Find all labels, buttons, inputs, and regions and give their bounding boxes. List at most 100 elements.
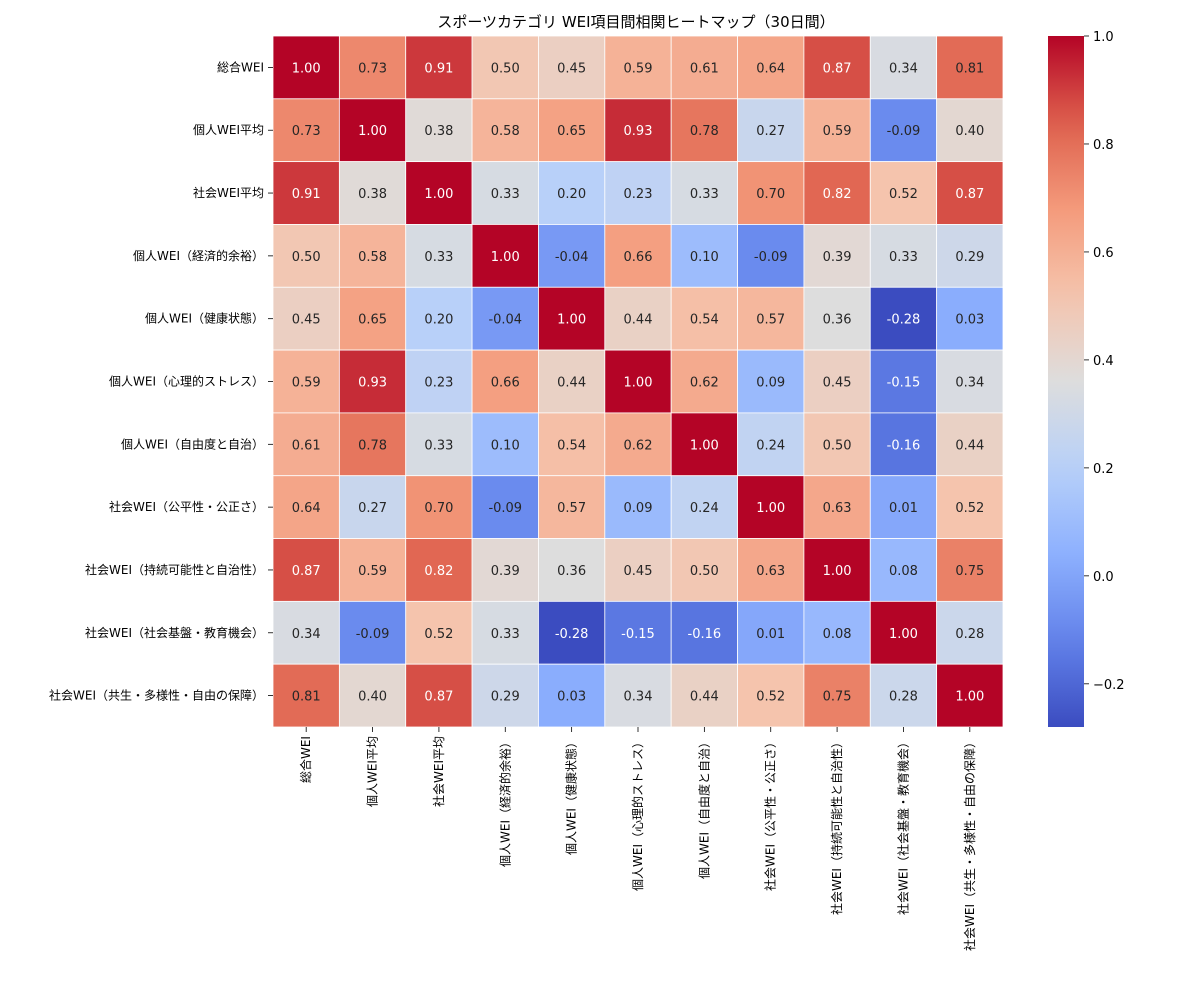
cell-value-label: 0.50 [690,564,719,579]
cell-value-label: 0.28 [889,690,918,705]
colorbar-tick-label: 0.0 [1093,570,1114,585]
cell-value-label: 1.00 [424,187,453,202]
cell-value-label: 0.82 [424,564,453,579]
heatmap-cell [869,224,938,288]
cell-value-label: 0.29 [491,690,520,705]
heatmap-cell [272,98,340,163]
cell-value-label: 0.45 [823,376,852,391]
x-tick-label: 社会WEI（社会基盤・教育機会） [895,736,910,915]
x-tick-label: 社会WEI（公平性・公正さ） [763,736,778,891]
heatmap-cell [670,412,738,477]
cell-value-label: 0.52 [756,690,785,705]
cell-value-label: 0.52 [424,627,453,642]
cell-value-label: 0.44 [690,690,719,705]
cell-value-label: 1.00 [557,313,586,328]
x-tick-label: 個人WEI（健康状態） [564,736,579,855]
heatmap-cell [869,663,938,728]
heatmap-cell [936,412,1004,477]
heatmap-cell [338,412,407,477]
heatmap-cell [803,224,871,288]
heatmap-cell [803,286,871,351]
cell-value-label: 1.00 [292,61,321,76]
heatmap-cell [538,475,606,539]
heatmap-cell [737,663,805,728]
heatmap-cell [538,224,606,288]
heatmap-cell [471,412,539,477]
heatmap-cell [405,538,473,602]
heatmap-cell [670,98,738,163]
cell-value-label: 0.01 [756,627,785,642]
heatmap-cell [737,475,805,539]
cell-value-label: 1.00 [756,501,785,516]
heatmap-cell [338,286,407,351]
cell-value-label: 0.66 [491,376,520,391]
heatmap-cell [737,538,805,602]
heatmap-cell [471,35,539,100]
x-tick-label: 社会WEI（持続可能性と自治性） [829,736,844,915]
cell-value-label: 0.34 [889,61,918,76]
x-tick-label: 個人WEI平均 [366,736,380,807]
heatmap-cell [604,35,672,100]
cell-value-label: 0.24 [690,501,719,516]
heatmap-cell [405,224,473,288]
cell-value-label: 0.50 [823,438,852,453]
heatmap-cell [869,98,938,163]
cell-value-label: 0.39 [491,564,520,579]
cell-value-label: 0.40 [358,690,387,705]
cell-value-label: 0.33 [491,187,520,202]
heatmap-cell [670,286,738,351]
cell-value-label: 0.23 [424,376,453,391]
cell-value-label: 0.10 [491,438,520,453]
cell-value-label: 0.36 [557,564,586,579]
heatmap-cell [604,161,672,225]
cell-value-label: 0.44 [955,438,984,453]
heatmap-cell [869,286,938,351]
heatmap-cell [338,224,407,288]
y-tick-label: 個人WEI（健康状態） [145,311,264,326]
cell-value-label: 0.59 [292,376,321,391]
colorbar-tick-label: 0.6 [1093,246,1114,261]
heatmap-cell [604,286,672,351]
heatmap-cell [604,475,672,539]
cell-value-label: 0.59 [823,124,852,139]
cell-value-label: 0.40 [955,124,984,139]
cell-value-label: 0.64 [292,501,321,516]
heatmap-cell [936,600,1004,665]
cell-value-label: 0.20 [557,187,586,202]
heatmap-cell [869,35,938,100]
cell-value-label: 0.33 [424,250,453,265]
cell-value-label: 0.33 [690,187,719,202]
heatmap-cell [338,35,407,100]
cell-value-label: 0.75 [955,564,984,579]
heatmap-cell [471,538,539,602]
y-tick-label: 個人WEI（自由度と自治） [121,436,264,451]
cell-value-label: 0.59 [358,564,387,579]
heatmap-cell [405,286,473,351]
cell-value-label: -0.09 [356,627,390,642]
cell-value-label: 0.34 [624,690,653,705]
heatmap-cell [604,349,672,414]
cell-value-label: -0.09 [754,250,788,265]
cell-value-label: 0.34 [292,627,321,642]
cell-value-label: 0.34 [955,376,984,391]
heatmap-cell [272,663,340,728]
cell-value-label: 0.59 [624,61,653,76]
heatmap-cell [471,286,539,351]
cell-value-label: 0.36 [823,313,852,328]
heatmap-cell [338,663,407,728]
cell-value-label: -0.09 [887,124,921,139]
cell-value-label: 0.44 [557,376,586,391]
cell-value-label: 1.00 [823,564,852,579]
cell-value-label: -0.16 [887,438,921,453]
heatmap-cell [538,663,606,728]
cell-value-label: 0.93 [358,376,387,391]
heatmap-cell [405,412,473,477]
cell-value-label: 0.87 [823,61,852,76]
y-tick-label: 社会WEI平均 [193,185,264,200]
heatmap-cell [471,475,539,539]
heatmap-cell [471,224,539,288]
cell-value-label: 0.81 [292,690,321,705]
cell-value-label: -0.15 [887,376,921,391]
cell-value-label: 0.91 [424,61,453,76]
cell-value-label: 0.29 [955,250,984,265]
